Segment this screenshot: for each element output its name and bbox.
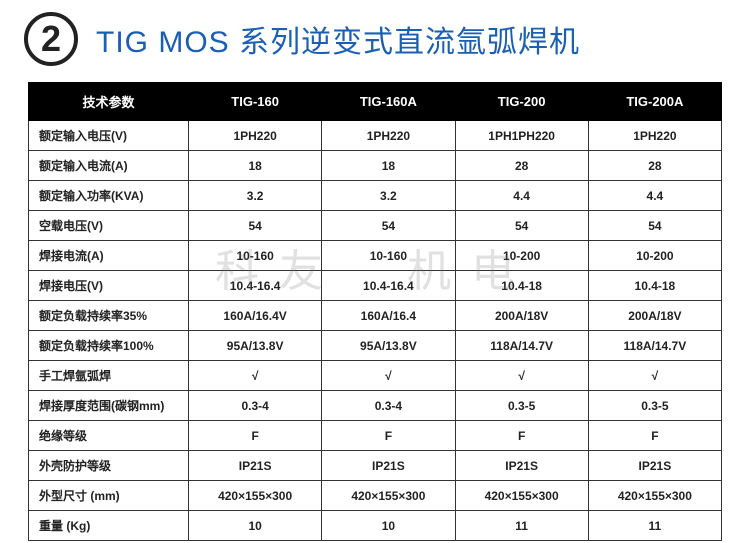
value-cell: 1PH220 xyxy=(588,121,721,151)
param-name-cell: 外壳防护等级 xyxy=(29,451,189,481)
value-cell: √ xyxy=(322,361,455,391)
badge-number: 2 xyxy=(24,12,78,66)
value-cell: 4.4 xyxy=(455,181,588,211)
value-cell: 160A/16.4V xyxy=(189,301,322,331)
value-cell: √ xyxy=(455,361,588,391)
value-cell: 54 xyxy=(322,211,455,241)
value-cell: 10.4-18 xyxy=(588,271,721,301)
value-cell: 0.3-5 xyxy=(588,391,721,421)
param-name-cell: 额定负载持续率35% xyxy=(29,301,189,331)
value-cell: 0.3-4 xyxy=(322,391,455,421)
param-name-cell: 焊接厚度范围(碳钢mm) xyxy=(29,391,189,421)
value-cell: 28 xyxy=(588,151,721,181)
param-name-cell: 额定输入电压(V) xyxy=(29,121,189,151)
value-cell: 0.3-4 xyxy=(189,391,322,421)
table-row: 焊接厚度范围(碳钢mm)0.3-40.3-40.3-50.3-5 xyxy=(29,391,722,421)
value-cell: 420×155×300 xyxy=(189,481,322,511)
value-cell: IP21S xyxy=(588,451,721,481)
table-row: 焊接电流(A)10-16010-16010-20010-200 xyxy=(29,241,722,271)
table-header: 技术参数TIG-160TIG-160ATIG-200TIG-200A xyxy=(29,83,722,121)
value-cell: 420×155×300 xyxy=(455,481,588,511)
value-cell: √ xyxy=(189,361,322,391)
value-cell: F xyxy=(588,421,721,451)
value-cell: 10-160 xyxy=(322,241,455,271)
value-cell: 10 xyxy=(322,511,455,541)
value-cell: 420×155×300 xyxy=(588,481,721,511)
value-cell: 200A/18V xyxy=(455,301,588,331)
table-row: 额定负载持续率100%95A/13.8V95A/13.8V118A/14.7V1… xyxy=(29,331,722,361)
value-cell: 10-200 xyxy=(588,241,721,271)
value-cell: 0.3-5 xyxy=(455,391,588,421)
value-cell: F xyxy=(189,421,322,451)
table-row: 额定输入电流(A)18182828 xyxy=(29,151,722,181)
value-cell: 11 xyxy=(455,511,588,541)
table-row: 手工焊氩弧焊√√√√ xyxy=(29,361,722,391)
value-cell: 420×155×300 xyxy=(322,481,455,511)
table-row: 外型尺寸 (mm)420×155×300420×155×300420×155×3… xyxy=(29,481,722,511)
table-row: 空载电压(V)54545454 xyxy=(29,211,722,241)
param-name-cell: 手工焊氩弧焊 xyxy=(29,361,189,391)
value-cell: 54 xyxy=(588,211,721,241)
value-cell: F xyxy=(455,421,588,451)
value-cell: 95A/13.8V xyxy=(322,331,455,361)
table-row: 额定输入功率(KVA)3.23.24.44.4 xyxy=(29,181,722,211)
table-row: 焊接电压(V)10.4-16.410.4-16.410.4-1810.4-18 xyxy=(29,271,722,301)
col-header-model: TIG-200 xyxy=(455,83,588,121)
value-cell: √ xyxy=(588,361,721,391)
page-title: TIG MOS 系列逆变式直流氩弧焊机 xyxy=(96,17,580,61)
param-name-cell: 焊接电流(A) xyxy=(29,241,189,271)
value-cell: 4.4 xyxy=(588,181,721,211)
value-cell: 18 xyxy=(322,151,455,181)
value-cell: 10.4-18 xyxy=(455,271,588,301)
header: 2 TIG MOS 系列逆变式直流氩弧焊机 xyxy=(0,0,750,74)
param-name-cell: 绝缘等级 xyxy=(29,421,189,451)
value-cell: 10.4-16.4 xyxy=(189,271,322,301)
table-row: 绝缘等级FFFF xyxy=(29,421,722,451)
param-name-cell: 焊接电压(V) xyxy=(29,271,189,301)
value-cell: 3.2 xyxy=(189,181,322,211)
value-cell: 95A/13.8V xyxy=(189,331,322,361)
table-body: 额定输入电压(V)1PH2201PH2201PH1PH2201PH220额定输入… xyxy=(29,121,722,541)
value-cell: IP21S xyxy=(189,451,322,481)
value-cell: 54 xyxy=(455,211,588,241)
value-cell: 1PH1PH220 xyxy=(455,121,588,151)
spec-table-container: 技术参数TIG-160TIG-160ATIG-200TIG-200A 额定输入电… xyxy=(0,74,750,541)
value-cell: 160A/16.4 xyxy=(322,301,455,331)
value-cell: 10.4-16.4 xyxy=(322,271,455,301)
value-cell: 1PH220 xyxy=(189,121,322,151)
table-row: 重量 (Kg)10101111 xyxy=(29,511,722,541)
value-cell: 1PH220 xyxy=(322,121,455,151)
col-header-model: TIG-160A xyxy=(322,83,455,121)
param-name-cell: 额定输入电流(A) xyxy=(29,151,189,181)
table-row: 额定输入电压(V)1PH2201PH2201PH1PH2201PH220 xyxy=(29,121,722,151)
value-cell: 10-200 xyxy=(455,241,588,271)
value-cell: 54 xyxy=(189,211,322,241)
param-name-cell: 额定负载持续率100% xyxy=(29,331,189,361)
param-name-cell: 外型尺寸 (mm) xyxy=(29,481,189,511)
value-cell: 200A/18V xyxy=(588,301,721,331)
table-row: 额定负载持续率35%160A/16.4V160A/16.4200A/18V200… xyxy=(29,301,722,331)
value-cell: 28 xyxy=(455,151,588,181)
col-header-model: TIG-200A xyxy=(588,83,721,121)
table-row: 外壳防护等级IP21SIP21SIP21SIP21S xyxy=(29,451,722,481)
value-cell: IP21S xyxy=(322,451,455,481)
value-cell: 11 xyxy=(588,511,721,541)
value-cell: 118A/14.7V xyxy=(455,331,588,361)
value-cell: 10 xyxy=(189,511,322,541)
value-cell: 18 xyxy=(189,151,322,181)
value-cell: 118A/14.7V xyxy=(588,331,721,361)
param-name-cell: 额定输入功率(KVA) xyxy=(29,181,189,211)
spec-table: 技术参数TIG-160TIG-160ATIG-200TIG-200A 额定输入电… xyxy=(28,82,722,541)
col-header-param: 技术参数 xyxy=(29,83,189,121)
param-name-cell: 空载电压(V) xyxy=(29,211,189,241)
value-cell: F xyxy=(322,421,455,451)
param-name-cell: 重量 (Kg) xyxy=(29,511,189,541)
value-cell: 10-160 xyxy=(189,241,322,271)
value-cell: IP21S xyxy=(455,451,588,481)
col-header-model: TIG-160 xyxy=(189,83,322,121)
value-cell: 3.2 xyxy=(322,181,455,211)
